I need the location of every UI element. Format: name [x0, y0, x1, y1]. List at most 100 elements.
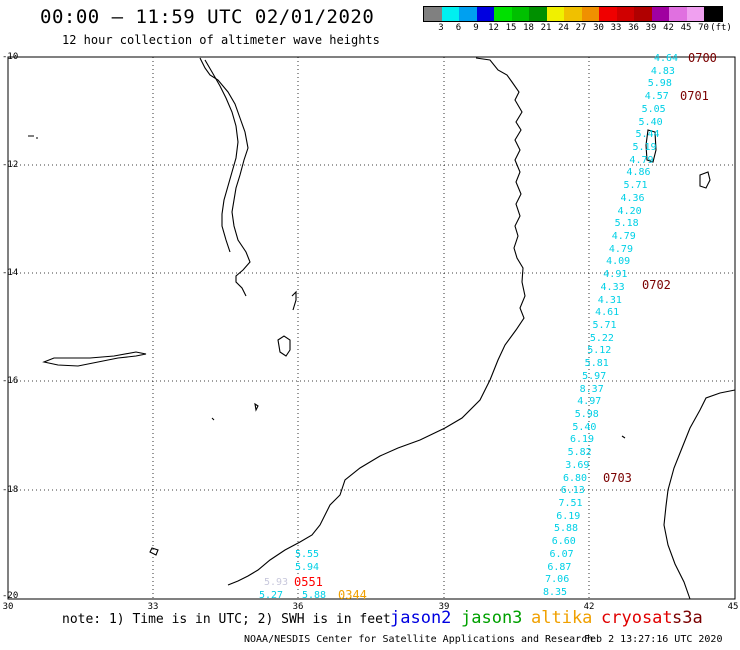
legend-label: 30 [593, 23, 604, 33]
islet-b [254, 402, 259, 412]
legend-swatch [704, 7, 722, 21]
wave-height-value: 5.22 [589, 332, 614, 344]
wave-height-value: 5.88 [553, 523, 579, 535]
satellite-name-s3a: s3a [672, 608, 703, 628]
longitude-label: 45 [727, 602, 739, 612]
legend-label: 9 [473, 23, 479, 33]
wave-height-value: 6.87 [547, 561, 572, 573]
map-subtitle: 12 hour collection of altimeter wave hei… [62, 33, 380, 47]
latitude-label: -10 [2, 52, 19, 62]
pass-time-label: 0700 [688, 51, 717, 65]
wave-height-value: 5.12 [587, 345, 612, 357]
footer-timestamp: Feb 2 13:27:16 UTC 2020 [584, 634, 723, 645]
latitude-label: -20 [2, 591, 19, 601]
legend-label: 15 [505, 23, 517, 33]
wave-height-value: 5.44 [635, 129, 660, 141]
coastlines [28, 57, 736, 600]
wave-height-value: 4.64 [653, 53, 679, 64]
longitude-label: 39 [438, 602, 450, 612]
wave-height-value: 5.55 [294, 549, 320, 560]
longitude-label: 33 [147, 602, 159, 612]
legend-label: 6 [455, 23, 462, 33]
grid-lines [8, 57, 735, 599]
longitude-label: 42 [583, 602, 595, 612]
legend-label: (ft) [710, 23, 732, 33]
map-title: 00:00 – 11:59 UTC 02/01/2020 [40, 6, 375, 28]
wave-height-value: 4.33 [600, 281, 625, 293]
longitude-label: 36 [292, 602, 304, 612]
legend-swatch [494, 7, 512, 21]
wave-height-value: 3.69 [565, 459, 590, 471]
legend-swatch [581, 7, 599, 21]
satellite-name-jason2: jason2 [390, 608, 452, 628]
lake-malawi-inner-shore [204, 59, 239, 253]
wave-height-value: 5.82 [567, 447, 592, 459]
madagascar-coast [663, 389, 736, 600]
wave-height-value: 4.83 [650, 65, 675, 77]
wave-height-value: 7.51 [558, 498, 583, 509]
wave-height-value: 5.71 [623, 180, 648, 192]
latitude-label: -16 [2, 376, 19, 386]
wave-height-value: 5.71 [592, 320, 617, 331]
longitude-label: 30 [2, 602, 14, 612]
legend-swatch [634, 7, 652, 21]
wave-height-value: 4.31 [597, 294, 622, 306]
wave-height-value: 4.09 [606, 256, 631, 268]
wave-height-value: 5.05 [641, 103, 666, 115]
legend-swatch [546, 7, 564, 21]
comoros-island-b [699, 171, 711, 189]
wave-height-value: 5.97 [582, 370, 607, 382]
wave-height-value: 6.07 [549, 548, 574, 560]
pass-time-label: 0551 [294, 575, 323, 589]
legend-label: 27 [575, 23, 587, 33]
legend-label: 45 [680, 23, 692, 33]
latitude-label: -12 [2, 160, 19, 170]
legend-swatch [616, 7, 634, 21]
wave-height-value: 5.19 [632, 142, 657, 153]
legend-swatch [459, 7, 477, 21]
wave-height-value: 4.79 [629, 154, 654, 166]
legend-swatch [424, 7, 442, 21]
wave-height-value: 4.86 [626, 167, 651, 179]
wave-height-value: 6.80 [562, 472, 588, 484]
legend-swatch [599, 7, 617, 21]
pass-time-label: 0344 [338, 588, 367, 602]
satellite-name-cryosat: cryosat [601, 608, 673, 628]
latitude-label: -14 [2, 268, 19, 278]
islet-a [28, 135, 38, 139]
legend-label: 18 [523, 23, 534, 33]
legend-swatch [564, 7, 582, 21]
lake-shore-small-b [291, 290, 297, 311]
legend-label: 24 [558, 23, 569, 33]
wave-height-value: 5.88 [301, 590, 327, 601]
wave-height-value: 5.27 [258, 590, 284, 601]
wave-height-value: 4.20 [617, 205, 642, 217]
legend-label: 70 [698, 23, 709, 33]
wave-height-value: 4.97 [577, 396, 602, 408]
comoros-island-a [645, 129, 657, 163]
wave-height-value: 4.91 [603, 269, 628, 281]
latitude-label: -18 [2, 485, 19, 495]
wave-height-value: 5.81 [584, 358, 609, 370]
legend-swatch [686, 7, 704, 21]
legend-label: 39 [645, 23, 657, 33]
color-legend [423, 6, 723, 22]
legend-label: 33 [610, 23, 622, 33]
pass-time-label: 0703 [603, 471, 632, 485]
map-frame [7, 56, 736, 600]
satellite-name-altika: altika [531, 608, 593, 628]
legend-label: 42 [663, 23, 674, 33]
wave-height-value: 4.61 [595, 307, 620, 319]
islet-e [621, 435, 626, 439]
lake-tanganyika-shore [42, 351, 147, 367]
wave-height-value: 4.79 [608, 243, 633, 255]
lake-malawi-west-shore [199, 57, 251, 297]
wave-height-value: 5.93 [263, 577, 289, 588]
legend-swatch [669, 7, 687, 21]
africa-east-coastline [227, 57, 526, 586]
wave-height-value: 6.19 [556, 510, 581, 522]
wave-height-value: 8.35 [542, 587, 568, 598]
wave-height-value: 7.06 [545, 574, 570, 586]
lake-shore-small-a [277, 335, 291, 357]
